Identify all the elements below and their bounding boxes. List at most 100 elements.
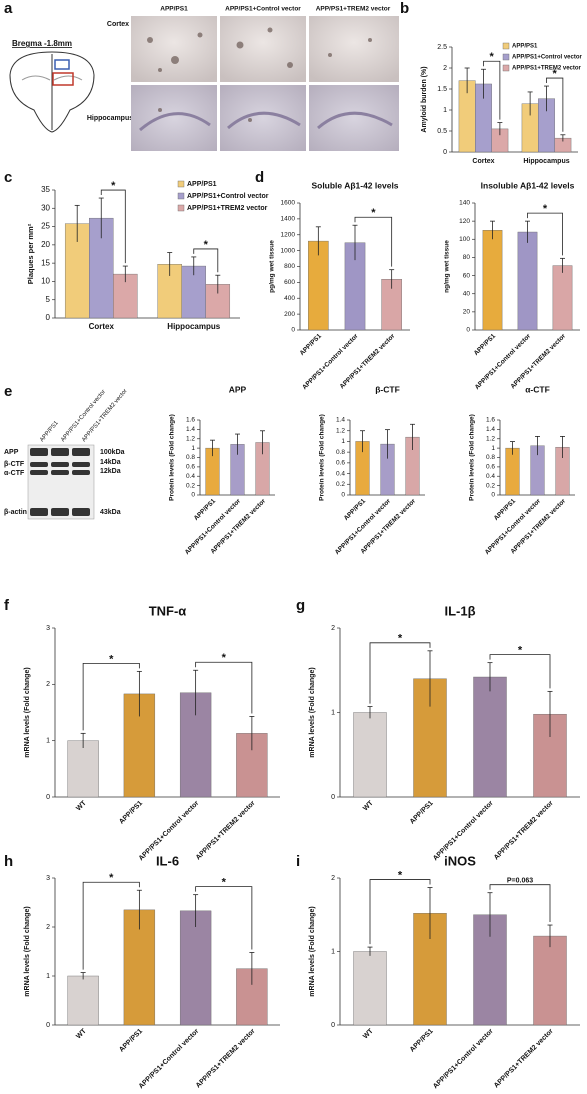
x-tick-label: WT <box>75 1027 88 1040</box>
chart-title: IL-1β <box>444 603 475 618</box>
blot-lane: APP/PS1+TREM2 vector <box>81 388 129 443</box>
chart-title: β-CTF <box>375 384 400 394</box>
significance-bracket <box>354 216 393 267</box>
blot-row: β-CTF <box>4 461 25 468</box>
x-tick-label: APP/PS1+TREM2 vector <box>493 800 555 862</box>
significance-bracket <box>546 77 564 132</box>
y-tick-label: 1 <box>331 948 335 955</box>
x-tick-label: APP/PS1 <box>409 1028 435 1054</box>
y-tick-label: 100 <box>459 236 470 243</box>
panel-letter: e <box>4 383 12 400</box>
row-label: Hippocampus <box>87 115 133 122</box>
y-axis-label: pg/mg wet tissue <box>269 240 276 293</box>
y-tick-label: 1.4 <box>186 426 195 433</box>
y-tick-label: 0.6 <box>336 460 345 467</box>
bar <box>67 740 99 798</box>
x-tick-label: APP/PS1+TREM2 vector <box>195 800 257 862</box>
y-axis-label: mRNA levels (Fold change) <box>309 667 316 757</box>
x-tick-label: Hippocampus <box>167 322 220 331</box>
y-tick-label: 0.4 <box>486 473 495 480</box>
y-tick-label: 1600 <box>281 200 296 207</box>
y-tick-label: 0 <box>491 492 495 499</box>
y-tick-label: 15 <box>41 258 50 267</box>
y-tick-label: 0 <box>46 313 51 322</box>
y-tick-label: 2 <box>46 924 50 931</box>
y-tick-label: 0 <box>291 327 295 334</box>
panel-letter: h <box>4 853 13 870</box>
blot-size: 12kDa <box>100 468 121 475</box>
significance-label: * <box>222 877 227 889</box>
y-tick-label: 0 <box>191 492 195 499</box>
bar <box>179 910 212 1026</box>
x-tick-label: APP/PS1 <box>193 497 218 522</box>
y-tick-label: 0 <box>443 149 447 156</box>
bar <box>67 975 99 1026</box>
y-tick-label: 0.4 <box>186 473 195 480</box>
micrographs <box>131 16 399 151</box>
y-tick-label: 40 <box>463 290 471 297</box>
x-tick-label: Cortex <box>89 322 115 331</box>
y-tick-label: 5 <box>46 295 51 304</box>
significance-bracket <box>193 248 219 273</box>
y-axis-label: Protein levels (Fold change) <box>469 414 476 501</box>
y-tick-label: 0.2 <box>186 482 195 489</box>
significance-bracket <box>527 212 563 256</box>
x-tick-label: APP/PS1+TREM2 vector <box>493 1028 555 1090</box>
legend-swatch <box>177 192 185 200</box>
y-tick-label: 1.4 <box>486 426 495 433</box>
significance-label: * <box>398 869 403 881</box>
bregma-label: Bregma -1.8mm <box>12 39 72 48</box>
bar <box>517 231 538 331</box>
y-tick-label: 400 <box>284 295 295 302</box>
significance-label: * <box>398 633 403 645</box>
significance-label: * <box>222 652 227 664</box>
significance-label: * <box>543 203 548 215</box>
legend-label: APP/PS1 <box>512 44 538 50</box>
blot-lane: APP/PS1 <box>39 420 60 444</box>
y-tick-label: 30 <box>41 203 50 212</box>
legend-swatch <box>177 180 185 188</box>
blot-size: 100kDa <box>100 449 125 456</box>
x-tick-label: APP/PS1 <box>473 332 498 357</box>
bar <box>505 447 520 496</box>
y-tick-label: 1.4 <box>336 417 345 424</box>
y-tick-label: 0.4 <box>336 470 345 477</box>
y-tick-label: 20 <box>463 309 471 316</box>
y-tick-label: 0.5 <box>437 128 447 135</box>
significance-bracket <box>489 654 551 689</box>
y-tick-label: 0.8 <box>336 449 345 456</box>
y-tick-label: 0 <box>466 327 470 334</box>
y-axis-label: Protein levels (Fold change) <box>169 414 176 501</box>
legend-label: APP/PS1+Control vector <box>187 193 269 200</box>
y-axis-label: ng/mg wet tissue <box>444 240 451 293</box>
western-blot <box>27 444 95 520</box>
significance-label: P=0.063 <box>507 878 533 885</box>
significance-label: * <box>109 872 114 884</box>
y-axis-label: mRNA levels (Fold change) <box>24 906 31 996</box>
y-tick-label: 1.6 <box>486 417 495 424</box>
y-tick-label: 1200 <box>281 231 296 238</box>
y-tick-label: 0.6 <box>186 464 195 471</box>
y-tick-label: 2 <box>46 681 50 688</box>
panel-letter: i <box>296 853 300 870</box>
significance-label: * <box>518 645 523 657</box>
y-tick-label: 0 <box>331 794 335 801</box>
x-tick-label: APP/PS1+TREM2 vector <box>195 1028 257 1090</box>
y-tick-label: 35 <box>41 185 50 194</box>
y-tick-label: 1000 <box>281 247 296 254</box>
y-axis-label: Plaques per mm² <box>26 223 35 284</box>
y-tick-label: 140 <box>459 200 470 207</box>
bar <box>482 230 503 331</box>
y-tick-label: 1 <box>191 445 195 452</box>
chart-title: α-CTF <box>525 384 550 394</box>
column-label: APP/PS1+TREM2 vector <box>316 6 391 13</box>
y-tick-label: 0.6 <box>486 464 495 471</box>
significance-bracket <box>82 881 140 970</box>
panel-letter: b <box>400 0 409 17</box>
y-tick-label: 1.2 <box>186 435 195 442</box>
y-tick-label: 2 <box>331 625 335 632</box>
y-tick-label: 60 <box>463 272 471 279</box>
chart-title: TNF-α <box>149 603 187 618</box>
y-tick-label: 0.8 <box>486 454 495 461</box>
y-tick-label: 800 <box>284 263 295 270</box>
